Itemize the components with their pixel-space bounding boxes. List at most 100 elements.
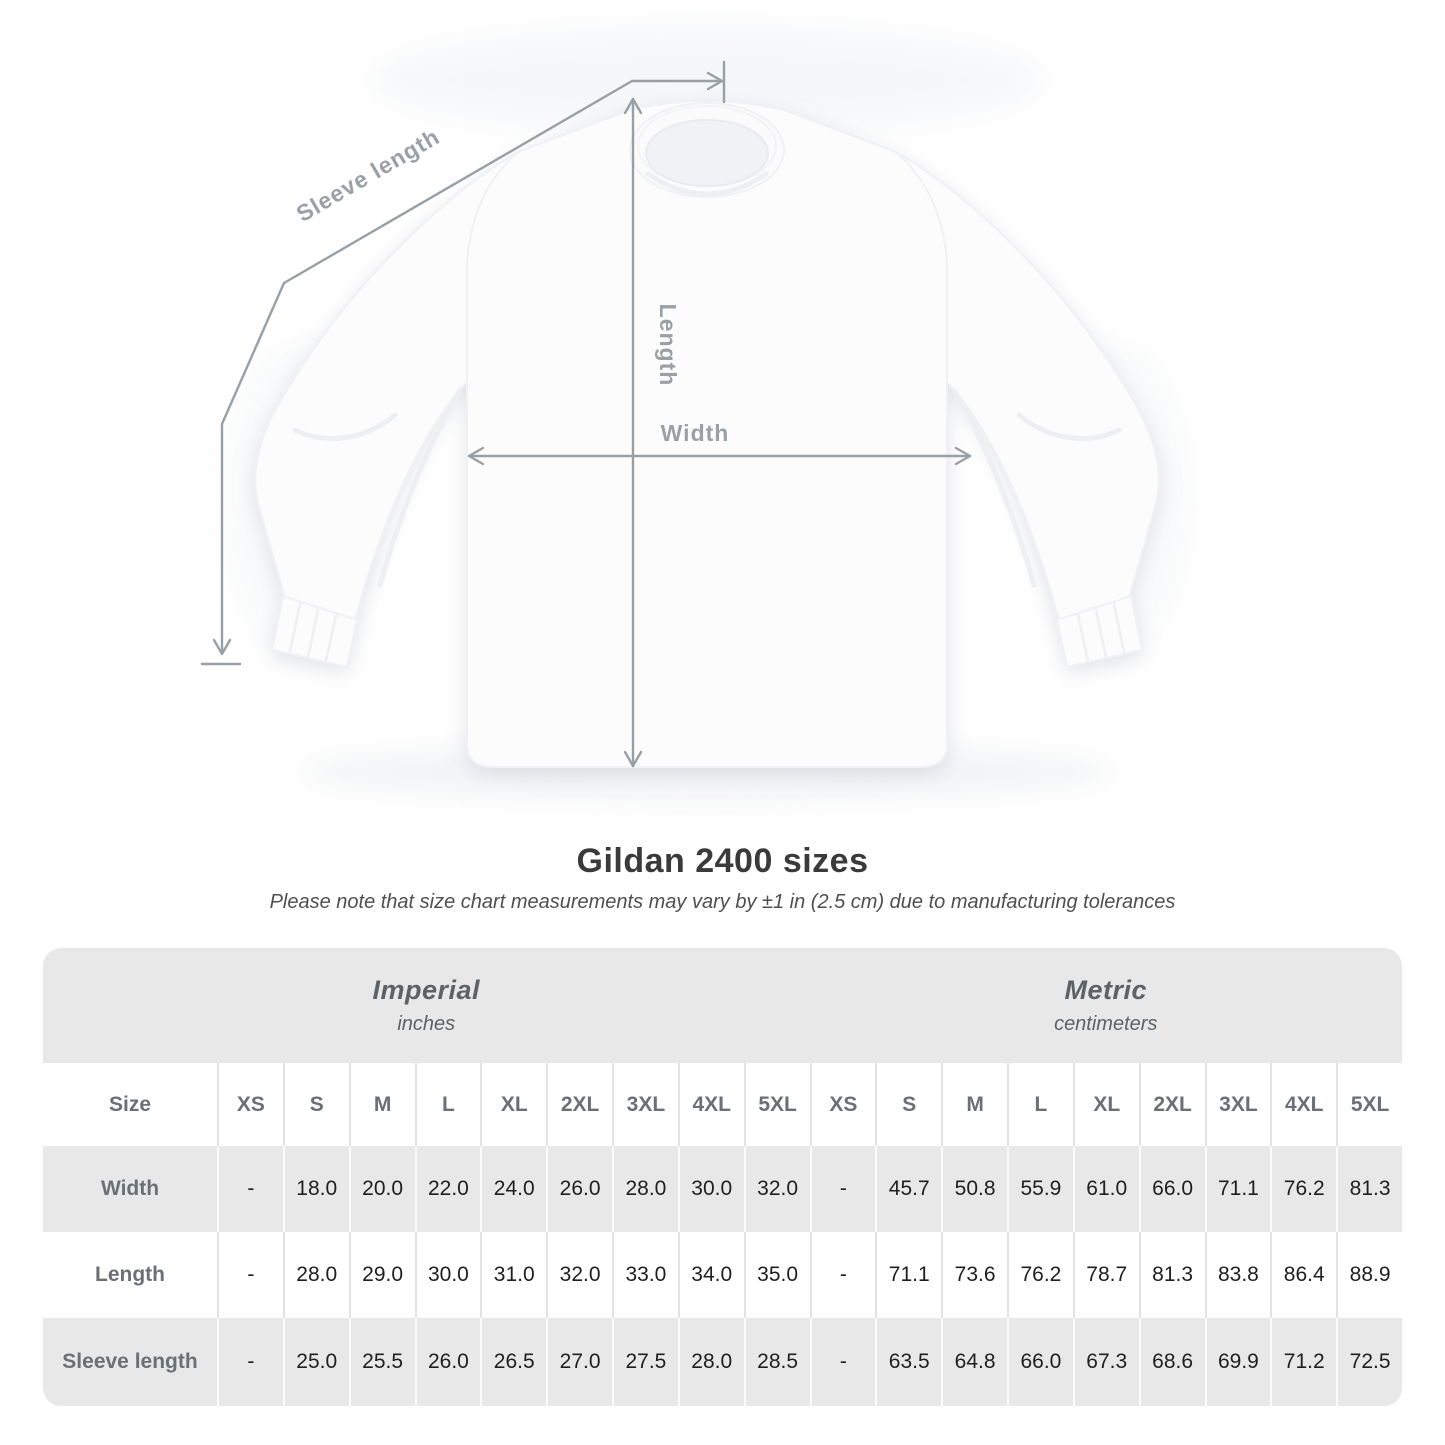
measurement-value: 27.5 xyxy=(612,1318,678,1406)
unit-name: Metric xyxy=(1064,975,1148,1005)
measurement-value: 28.0 xyxy=(677,1318,744,1406)
unit-sublabel: centimeters xyxy=(1054,1013,1158,1035)
measurement-value: 71.1 xyxy=(875,1232,941,1318)
tolerance-note: Please note that size chart measurements… xyxy=(269,891,1176,913)
size-column-header: S xyxy=(875,1063,941,1146)
measurement-value: 18.0 xyxy=(282,1146,349,1232)
size-column-header: 2XL xyxy=(1138,1063,1205,1146)
size-column-header: 3XL xyxy=(1204,1063,1271,1146)
measurement-value: - xyxy=(217,1232,283,1318)
unit-header-band: Imperial inches Metric centimeters xyxy=(43,948,1402,1063)
measurement-value: 55.9 xyxy=(1007,1146,1073,1232)
measurement-value: 76.2 xyxy=(1270,1146,1336,1232)
table-row: Length -28.0 29.0 30.0 31.0 32.0 33.0 34.0 35.0-… xyxy=(43,1232,1402,1318)
table-body: Width -18.0 20.0 22.0 24.0 26.0 28.0 30.0 32.0-4… xyxy=(43,1146,1402,1406)
measurement-value: 31.0 xyxy=(480,1232,546,1318)
size-column-header: 4XL xyxy=(677,1063,744,1146)
measurement-value: 28.5 xyxy=(743,1318,810,1406)
shirt-creases xyxy=(288,171,1126,663)
size-column-header: L xyxy=(414,1063,481,1146)
measurement-value: 88.9 xyxy=(1336,1232,1402,1318)
measurement-value: 76.2 xyxy=(1007,1232,1073,1318)
size-column-header: 5XL xyxy=(743,1063,810,1146)
collar xyxy=(629,102,785,198)
measurement-value: 27.0 xyxy=(546,1318,612,1406)
measurement-value: 32.0 xyxy=(743,1146,810,1232)
shirt-measurement-diagram: Sleeve length Length Width xyxy=(200,22,1194,800)
measurement-value: 25.5 xyxy=(348,1318,415,1406)
measurement-value: 66.0 xyxy=(1138,1146,1205,1232)
measurement-value: 32.0 xyxy=(546,1232,612,1318)
measurement-value: 64.8 xyxy=(941,1318,1007,1406)
measurement-value: 67.3 xyxy=(1072,1318,1139,1406)
measurement-value: 29.0 xyxy=(348,1232,415,1318)
size-column-header: 2XL xyxy=(546,1063,612,1146)
unit-group-metric: Metric centimeters xyxy=(810,948,1403,1063)
row-label: Width xyxy=(100,1177,160,1200)
measurement-value: 66.0 xyxy=(1007,1318,1073,1406)
measurement-value: 33.0 xyxy=(612,1232,678,1318)
size-column-header: XL xyxy=(1072,1063,1139,1146)
measurement-value: 22.0 xyxy=(414,1146,481,1232)
size-column-header: 5XL xyxy=(1336,1063,1402,1146)
measurement-value: 26.0 xyxy=(414,1318,481,1406)
measurement-value: 30.0 xyxy=(414,1232,481,1318)
length-label: Length xyxy=(655,304,681,387)
measurement-value: - xyxy=(217,1318,283,1406)
unit-group-imperial: Imperial inches xyxy=(43,948,810,1063)
size-column-header: M xyxy=(348,1063,415,1146)
measurement-value: 24.0 xyxy=(480,1146,546,1232)
measurement-value: 45.7 xyxy=(875,1146,941,1232)
table-size-header-row: Size XS S M L XL 2XL 3XL 4XL 5XL XS S M L XL 2XL 3XL 4XL… xyxy=(43,1063,1402,1146)
page-title: Gildan 2400 sizes xyxy=(576,842,869,880)
length-line xyxy=(623,97,643,768)
size-column-header: M xyxy=(941,1063,1007,1146)
row-label: Length xyxy=(95,1263,165,1286)
long-sleeve-shirt xyxy=(254,100,1160,768)
sleeve-length-label: Sleeve length xyxy=(292,123,444,227)
measurement-value: - xyxy=(217,1146,283,1232)
measurement-value: 26.5 xyxy=(480,1318,546,1406)
table-row: Width -18.0 20.0 22.0 24.0 26.0 28.0 30.0 32.0-4… xyxy=(43,1146,1402,1232)
measurement-value: 71.1 xyxy=(1204,1146,1271,1232)
measurement-value: 68.6 xyxy=(1138,1318,1205,1406)
measurement-value: 81.3 xyxy=(1336,1146,1402,1232)
measurement-value: 30.0 xyxy=(677,1146,744,1232)
measurement-value: 50.8 xyxy=(941,1146,1007,1232)
caption: Gildan 2400 sizes Please note that size … xyxy=(0,842,1445,914)
measurement-value: 78.7 xyxy=(1072,1232,1139,1318)
measurement-value: 26.0 xyxy=(546,1146,612,1232)
measurement-value: - xyxy=(809,1146,876,1232)
width-label: Width xyxy=(661,420,730,446)
size-column-header: XS xyxy=(217,1063,283,1146)
width-line xyxy=(467,446,972,466)
measurement-value: 25.0 xyxy=(282,1318,349,1406)
measurement-value: 28.0 xyxy=(282,1232,349,1318)
measurement-value: 34.0 xyxy=(677,1232,744,1318)
measurement-value: 20.0 xyxy=(348,1146,415,1232)
measurement-value: - xyxy=(809,1318,876,1406)
size-label-cell: Size xyxy=(108,1092,152,1116)
table-row: Sleeve length -25.0 25.5 26.0 26.5 27.0 27.5 28… xyxy=(43,1318,1402,1406)
size-table: Imperial inches Metric centimeters Size … xyxy=(43,948,1402,1406)
measurement-value: 61.0 xyxy=(1072,1146,1139,1232)
measurement-value: 86.4 xyxy=(1270,1232,1336,1318)
measurement-value: 35.0 xyxy=(743,1232,810,1318)
sleeve-length-line xyxy=(200,60,726,666)
measurement-value: 73.6 xyxy=(941,1232,1007,1318)
measurement-value: 83.8 xyxy=(1204,1232,1271,1318)
unit-name: Imperial xyxy=(372,975,481,1005)
row-label: Sleeve length xyxy=(62,1350,198,1373)
unit-sublabel: inches xyxy=(397,1013,456,1035)
measurement-value: 69.9 xyxy=(1204,1318,1271,1406)
size-column-header: 4XL xyxy=(1270,1063,1336,1146)
measurement-value: - xyxy=(809,1232,876,1318)
size-column-header: S xyxy=(282,1063,349,1146)
measurement-value: 28.0 xyxy=(612,1146,678,1232)
measurement-lines xyxy=(200,60,972,768)
measurement-value: 72.5 xyxy=(1336,1318,1402,1406)
size-column-header: XL xyxy=(480,1063,546,1146)
shirt-diagram-svg: Sleeve length Length Width xyxy=(200,22,1194,800)
size-column-header: L xyxy=(1007,1063,1073,1146)
